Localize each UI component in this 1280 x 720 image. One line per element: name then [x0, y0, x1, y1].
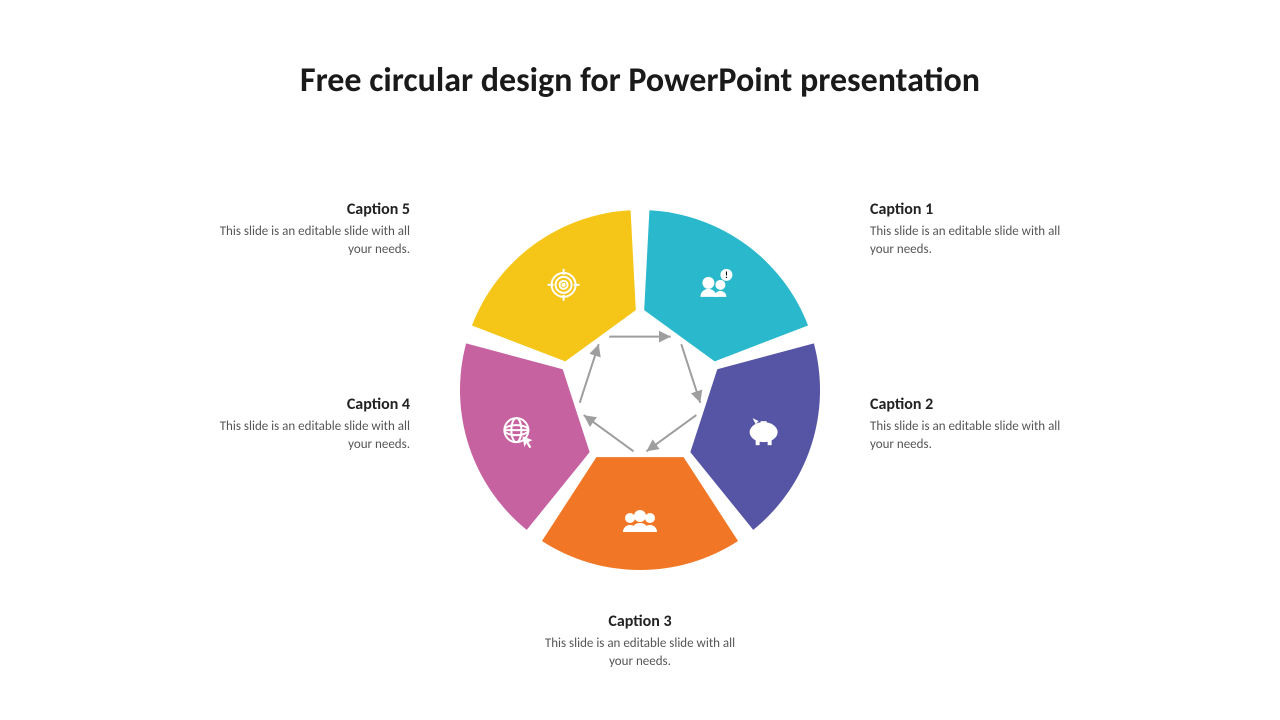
- caption-3-title: Caption 3: [540, 612, 740, 631]
- caption-4-title: Caption 4: [210, 395, 410, 414]
- segment-1: [644, 210, 808, 361]
- caption-4-body: This slide is an editable slide with all…: [210, 418, 410, 453]
- caption-2: Caption 2 This slide is an editable slid…: [870, 395, 1070, 453]
- caption-3: Caption 3 This slide is an editable slid…: [540, 612, 740, 670]
- cycle-arrow: [584, 415, 634, 451]
- segment-5: [472, 210, 636, 361]
- caption-4: Caption 4 This slide is an editable slid…: [210, 395, 410, 453]
- caption-5-title: Caption 5: [210, 200, 410, 219]
- cycle-arrow: [646, 415, 696, 451]
- caption-3-body: This slide is an editable slide with all…: [540, 635, 740, 670]
- caption-1-body: This slide is an editable slide with all…: [870, 223, 1070, 258]
- caption-1: Caption 1 This slide is an editable slid…: [870, 200, 1070, 258]
- caption-2-body: This slide is an editable slide with all…: [870, 418, 1070, 453]
- cycle-arrow: [580, 344, 599, 403]
- cycle-arrow: [681, 344, 700, 403]
- caption-5: Caption 5 This slide is an editable slid…: [210, 200, 410, 258]
- caption-5-body: This slide is an editable slide with all…: [210, 223, 410, 258]
- caption-2-title: Caption 2: [870, 395, 1070, 414]
- caption-1-title: Caption 1: [870, 200, 1070, 219]
- svg-text:!: !: [725, 270, 728, 281]
